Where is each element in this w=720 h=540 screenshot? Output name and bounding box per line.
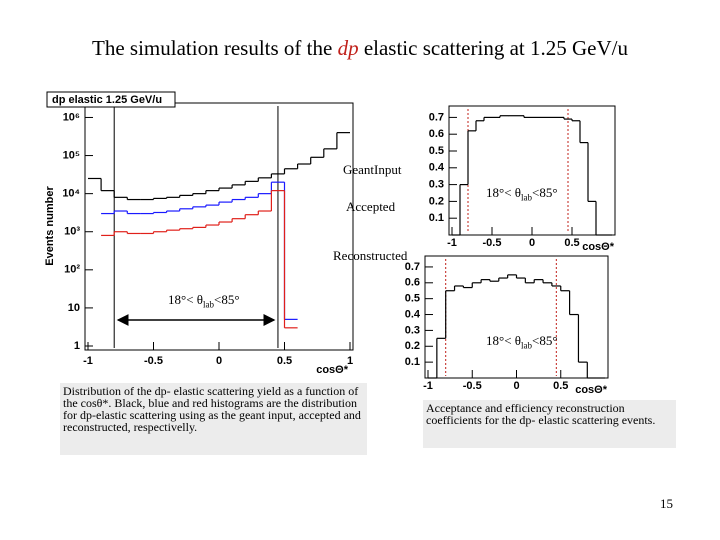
range-note: 18°< θlab<85° bbox=[486, 185, 558, 203]
y-tick-label: 0.2 bbox=[429, 195, 444, 207]
page-number: 15 bbox=[660, 496, 673, 511]
annotation: GeantInput bbox=[343, 162, 402, 177]
y-tick-label: 0.7 bbox=[429, 111, 444, 123]
y-tick-label: 0.6 bbox=[429, 128, 444, 140]
annotation: Reconstructed bbox=[333, 248, 408, 263]
y-tick-label: 0.7 bbox=[405, 261, 420, 273]
x-tick-label: 0.5 bbox=[277, 355, 292, 367]
note-text: 18°< θ bbox=[486, 333, 522, 348]
note-text: <85° bbox=[214, 292, 240, 307]
y-tick-label: 0.2 bbox=[405, 340, 420, 352]
chart-title: dp elastic 1.25 GeV/u bbox=[52, 94, 162, 106]
x-tick-label: 1 bbox=[347, 355, 353, 367]
annotation: Accepted bbox=[346, 199, 396, 214]
slide-title: The simulation results of the dp elastic… bbox=[0, 36, 720, 61]
y-tick-label: 1 bbox=[74, 340, 80, 352]
title-text: elastic scattering at 1.25 GeV/u bbox=[358, 36, 628, 60]
x-tick-label: -0.5 bbox=[144, 355, 163, 367]
x-tick-label: 0 bbox=[216, 355, 222, 367]
x-tick-label: 0 bbox=[513, 380, 519, 392]
y-tick-label: 0.1 bbox=[405, 356, 420, 368]
y-tick-label: 10³ bbox=[64, 226, 80, 238]
y-tick-label: 0.3 bbox=[429, 179, 444, 191]
plot-frame bbox=[448, 105, 616, 236]
y-tick-label: 10⁴ bbox=[62, 188, 80, 200]
range-note: 18°< θlab<85° bbox=[486, 333, 558, 351]
plot-frame bbox=[84, 102, 354, 351]
y-tick-label: 10² bbox=[64, 264, 80, 276]
title-italic: dp bbox=[337, 36, 359, 60]
y-tick-label: 0.3 bbox=[405, 324, 420, 336]
x-tick-label: -1 bbox=[423, 380, 433, 392]
y-tick-label: 0.4 bbox=[405, 308, 421, 320]
x-axis-label: cosΘ* bbox=[316, 364, 349, 376]
x-tick-label: -1 bbox=[83, 355, 93, 367]
note-sub: lab bbox=[521, 192, 533, 203]
x-tick-label: -0.5 bbox=[483, 237, 502, 249]
note-text: <85° bbox=[532, 333, 558, 348]
x-tick-label: -1 bbox=[447, 237, 457, 249]
x-tick-label: -0.5 bbox=[463, 380, 482, 392]
note-sub: lab bbox=[203, 299, 215, 310]
y-tick-label: 10⁶ bbox=[63, 111, 80, 123]
note-text: <85° bbox=[532, 185, 558, 200]
y-tick-label: 0.5 bbox=[405, 293, 420, 305]
range-note: 18°< θlab<85° bbox=[168, 292, 240, 310]
y-tick-label: 10 bbox=[68, 302, 80, 314]
caption: Distribution of the dp- elastic scatteri… bbox=[60, 383, 367, 455]
y-tick-label: 0.4 bbox=[429, 162, 445, 174]
x-tick-label: 0.5 bbox=[553, 380, 568, 392]
y-tick-label: 0.5 bbox=[429, 145, 444, 157]
caption: Acceptance and efficiency reconstruction… bbox=[423, 400, 676, 448]
note-text: 18°< θ bbox=[168, 292, 204, 307]
x-tick-label: 0.5 bbox=[564, 237, 579, 249]
x-axis-label: cosΘ* bbox=[582, 241, 615, 253]
y-axis-label: Events number bbox=[44, 186, 56, 266]
chart-title-box bbox=[46, 91, 176, 108]
x-tick-label: 0 bbox=[529, 237, 535, 249]
note-sub: lab bbox=[521, 340, 533, 351]
title-text: The simulation results of the bbox=[92, 36, 338, 60]
y-tick-label: 0.6 bbox=[405, 277, 420, 289]
y-tick-label: 10⁵ bbox=[63, 149, 80, 161]
note-text: 18°< θ bbox=[486, 185, 522, 200]
x-axis-label: cosΘ* bbox=[575, 384, 608, 396]
y-tick-label: 0.1 bbox=[429, 212, 444, 224]
